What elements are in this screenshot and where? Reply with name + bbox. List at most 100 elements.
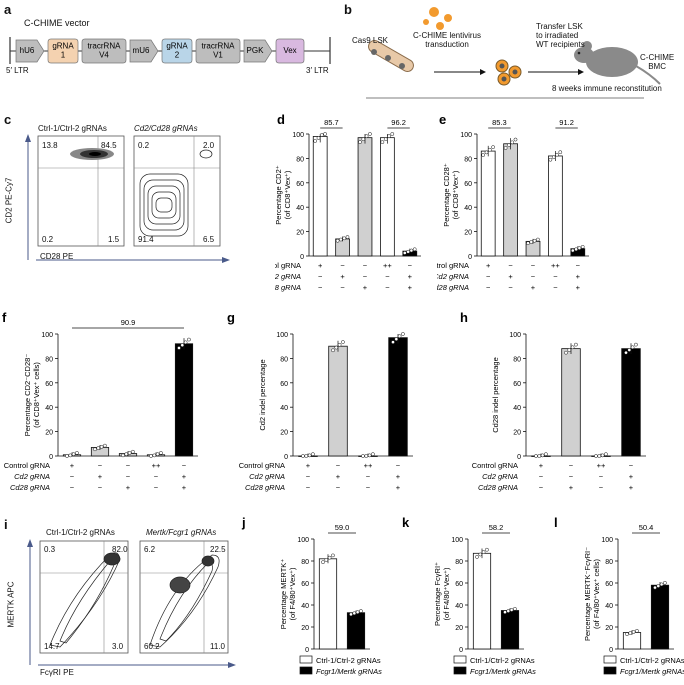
bar-g-1 (328, 345, 348, 457)
sign-f-0-0: + (70, 461, 75, 470)
row-label-h-2: Cd28 gRNA (478, 483, 518, 492)
point-g-2 (371, 452, 375, 457)
point-g-3 (394, 337, 399, 341)
comparison-value-l: 50.4 (639, 523, 654, 532)
sign-h-2-0: − (539, 483, 544, 492)
row-label-g-2: Cd28 gRNA (245, 483, 285, 492)
sign-g-2-2: − (366, 483, 371, 492)
svg-text:PGK: PGK (247, 46, 265, 55)
svg-text:V4: V4 (99, 51, 109, 60)
point-h-2 (597, 454, 602, 458)
ylabel-h: Cd28 indel percentage (491, 357, 500, 432)
comparison-value-d: 96.2 (391, 118, 406, 127)
bar-h-1 (561, 348, 581, 457)
sign-h-0-2: ++ (597, 461, 606, 470)
sign-g-2-1: − (336, 483, 341, 492)
point-e-4 (574, 247, 578, 252)
ytick-label-j: 20 (301, 625, 309, 632)
sign-e-1-1: + (508, 272, 513, 281)
bar-e-1 (503, 143, 518, 257)
legend-swatch-j-1 (299, 666, 313, 675)
row-label-g-1: Cd2 gRNA (249, 472, 285, 481)
sign-e-0-0: + (486, 261, 491, 270)
mouse-icon (574, 41, 661, 85)
ytick-label-k: 40 (455, 603, 463, 610)
i-q-ur-right: 22.5 (210, 545, 226, 554)
row-label-h-1: Cd2 gRNA (482, 472, 518, 481)
c-left-title: Ctrl-1/Ctrl-2 gRNAs (38, 124, 107, 133)
point-g-1 (337, 342, 342, 347)
point-d-3 (387, 134, 391, 139)
point-g-3 (397, 334, 402, 339)
point-k-1 (509, 608, 514, 612)
sign-f-1-2: − (126, 472, 131, 481)
ytick-label-g: 60 (280, 381, 288, 388)
bar-d-3 (380, 137, 395, 257)
bar-f-4 (174, 343, 194, 457)
point-g-0 (311, 452, 315, 457)
ytick-label-f: 0 (49, 454, 53, 461)
sign-f-0-4: − (182, 461, 187, 470)
ltr-left: 5′ LTR (6, 66, 29, 75)
i-q-ul-left: 0.3 (44, 545, 56, 554)
comparison-value-e: 85.3 (492, 118, 507, 127)
ytick-label-j: 60 (301, 581, 309, 588)
bar-e-0 (480, 150, 496, 257)
point-e-1 (510, 140, 515, 145)
ytick-label-g: 80 (280, 356, 288, 363)
sign-e-0-4: − (576, 261, 581, 270)
point-h-0 (544, 452, 548, 457)
row-label-e-0: Control gRNA (437, 261, 469, 270)
sign-e-0-1: − (508, 261, 513, 270)
bar-k-0 (472, 552, 492, 650)
mouse-label: C-CHIME BMC (640, 53, 675, 71)
sign-g-0-0: + (306, 461, 311, 470)
workflow-diagram (366, 7, 661, 99)
row-label-d-0: Control gRNA (275, 261, 301, 270)
sign-e-2-0: − (486, 283, 491, 292)
ytick-label-f: 20 (45, 430, 53, 437)
c-q-ur-left: 84.5 (101, 141, 117, 150)
c-right-density (139, 149, 213, 237)
sign-h-0-3: − (629, 461, 634, 470)
sign-g-0-1: − (336, 461, 341, 470)
point-g-2 (364, 454, 369, 458)
c-q-ur-right: 2.0 (203, 141, 215, 150)
legend-label-j-1: Fcgr1/Mertk gRNAs (316, 667, 382, 676)
point-d-2 (358, 140, 362, 144)
point-f-2 (127, 451, 132, 455)
panel-label-g: g (227, 310, 235, 325)
point-j-1 (359, 609, 363, 613)
point-f-4 (183, 340, 188, 345)
i-q-ll-right: 60.2 (144, 642, 160, 651)
panel-label-h: h (460, 310, 468, 325)
ytick-label-f: 80 (45, 356, 53, 363)
bar-d-0 (312, 136, 328, 257)
ytick-label-e: 100 (460, 132, 472, 139)
point-e-3 (548, 157, 553, 162)
point-f-4 (180, 343, 185, 348)
step1-label: C-CHIME lentivirus transduction (413, 31, 482, 49)
reconstitution-label: 8 weeks immune reconstitution (552, 84, 662, 93)
bar-chart-f: f 0 20 40 60 80 100 Percentage CD2⁻CD28⁻ (of CD8… (2, 310, 198, 492)
legend-label-j-0: Ctrl-1/Ctrl-2 gRNAs (316, 656, 381, 665)
ylabel-g: Cd2 indel percentage (258, 359, 267, 430)
i-right-title: Mertk/Fcgr1 gRNAs (146, 528, 217, 537)
point-f-2 (131, 449, 135, 454)
point-g-1 (341, 340, 345, 344)
point-g-2 (367, 453, 372, 458)
panel-label-l: l (554, 515, 558, 530)
bar-d-2 (357, 137, 373, 257)
point-f-0 (65, 454, 69, 458)
point-f-1 (99, 445, 104, 449)
sign-d-1-1: + (340, 272, 345, 281)
sign-d-2-0: − (318, 283, 323, 292)
point-h-2 (594, 454, 598, 458)
bar-l-1 (650, 584, 670, 650)
c-q-ll-left: 0.2 (42, 235, 54, 244)
point-e-1 (513, 137, 518, 142)
point-g-3 (401, 332, 405, 336)
ytick-label-g: 0 (284, 454, 288, 461)
